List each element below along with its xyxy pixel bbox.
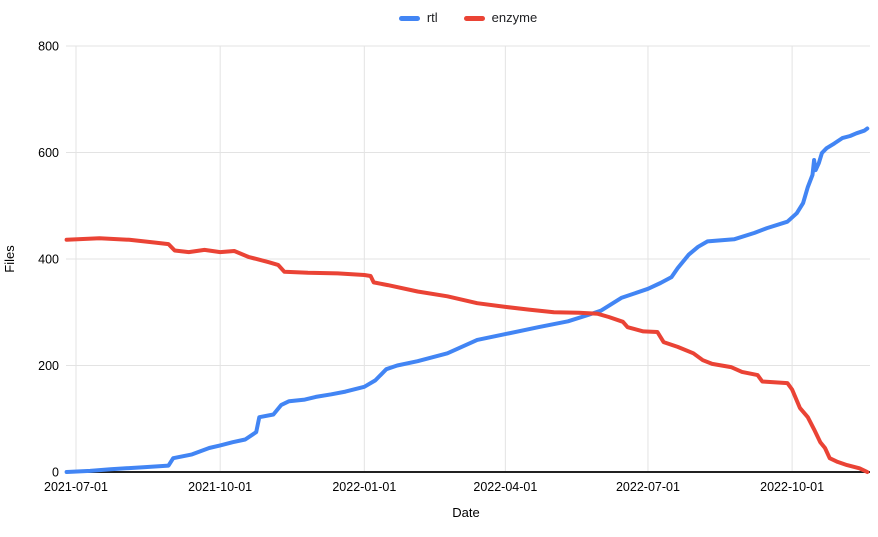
legend-item-enzyme: enzyme (463, 10, 538, 26)
y-axis-title: Files (2, 245, 17, 273)
x-tick-label: 2022-10-01 (760, 480, 824, 494)
x-tick-label: 2022-04-01 (473, 480, 537, 494)
legend-label-enzyme: enzyme (491, 10, 538, 25)
legend-swatch-rtl-icon (398, 15, 420, 21)
y-tick-label: 600 (38, 146, 59, 160)
legend-label-rtl: rtl (426, 10, 438, 25)
x-tick-label: 2022-01-01 (332, 480, 396, 494)
y-tick-label: 800 (38, 40, 59, 54)
gridlines (66, 45, 870, 472)
series-line-rtl (64, 126, 870, 474)
x-tick-label: 2022-07-01 (616, 480, 680, 494)
y-tick-label: 0 (52, 466, 59, 480)
x-tick-label: 2021-07-01 (44, 480, 108, 494)
legend-swatch-enzyme-icon (463, 15, 485, 21)
legend-item-rtl: rtl (398, 10, 438, 26)
x-axis-title: Date (452, 505, 479, 520)
chart-legend: rtl enzyme (66, 10, 870, 26)
series-lines (64, 126, 870, 474)
tick-labels: 0 200 400 600 800 2021-07-01 2021-10-01 2022-01… (38, 40, 824, 495)
y-tick-label: 200 (38, 359, 59, 373)
series-line-enzyme (64, 236, 870, 474)
y-tick-label: 400 (38, 253, 59, 267)
x-tick-label: 2021-10-01 (188, 480, 252, 494)
